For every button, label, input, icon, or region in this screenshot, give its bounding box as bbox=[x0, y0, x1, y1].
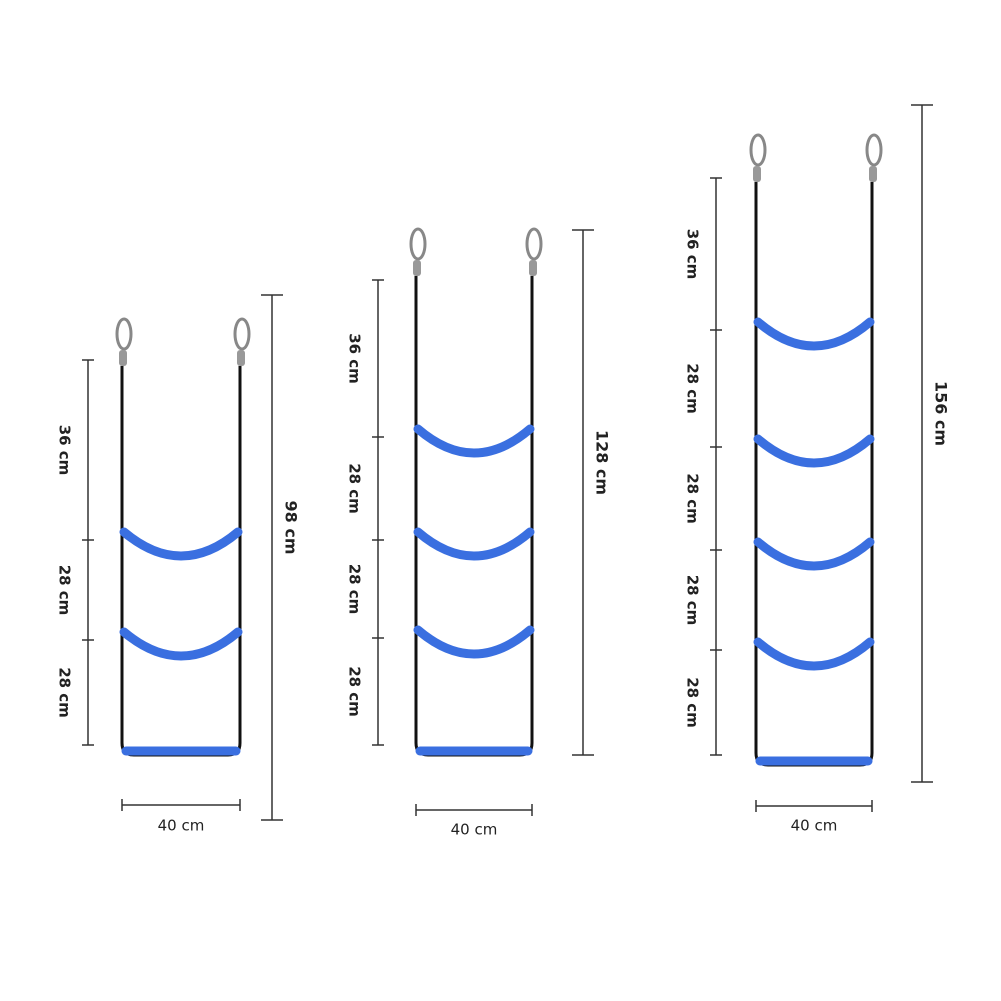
segment-label: 28 cm bbox=[346, 564, 364, 615]
hook-swivel bbox=[413, 260, 421, 276]
rung bbox=[413, 424, 535, 458]
segment-label: 28 cm bbox=[56, 667, 74, 718]
total-label: 98 cm bbox=[282, 501, 301, 555]
hook bbox=[865, 133, 883, 167]
segment-label: 36 cm bbox=[56, 425, 74, 476]
rung bbox=[753, 317, 875, 351]
segment-label: 28 cm bbox=[684, 363, 702, 414]
rung bbox=[119, 527, 243, 561]
hook bbox=[409, 227, 427, 261]
segment-label: 28 cm bbox=[684, 677, 702, 728]
width-label: 40 cm bbox=[791, 817, 838, 835]
hook-swivel bbox=[119, 350, 127, 366]
segment-label: 28 cm bbox=[346, 463, 364, 514]
width-label: 40 cm bbox=[158, 817, 205, 835]
hook-swivel bbox=[529, 260, 537, 276]
hook-swivel bbox=[237, 350, 245, 366]
rung bbox=[413, 527, 535, 561]
hook bbox=[749, 133, 767, 167]
rung bbox=[413, 625, 535, 659]
hook bbox=[525, 227, 543, 261]
segment-label: 36 cm bbox=[346, 333, 364, 384]
hook bbox=[233, 317, 251, 351]
segment-label: 28 cm bbox=[346, 666, 364, 717]
segment-label: 36 cm bbox=[684, 229, 702, 280]
rung bbox=[753, 637, 875, 671]
rung bbox=[753, 434, 875, 468]
hook-swivel bbox=[869, 166, 877, 182]
rope bbox=[414, 276, 534, 757]
segment-label: 28 cm bbox=[684, 575, 702, 626]
total-label: 128 cm bbox=[593, 430, 612, 495]
width-label: 40 cm bbox=[451, 821, 498, 839]
hook-swivel bbox=[753, 166, 761, 182]
rope bbox=[754, 182, 874, 767]
rung bbox=[753, 537, 875, 571]
segment-label: 28 cm bbox=[56, 565, 74, 616]
total-label: 156 cm bbox=[932, 381, 951, 446]
hook bbox=[115, 317, 133, 351]
rung bbox=[119, 627, 243, 661]
segment-label: 28 cm bbox=[684, 473, 702, 524]
